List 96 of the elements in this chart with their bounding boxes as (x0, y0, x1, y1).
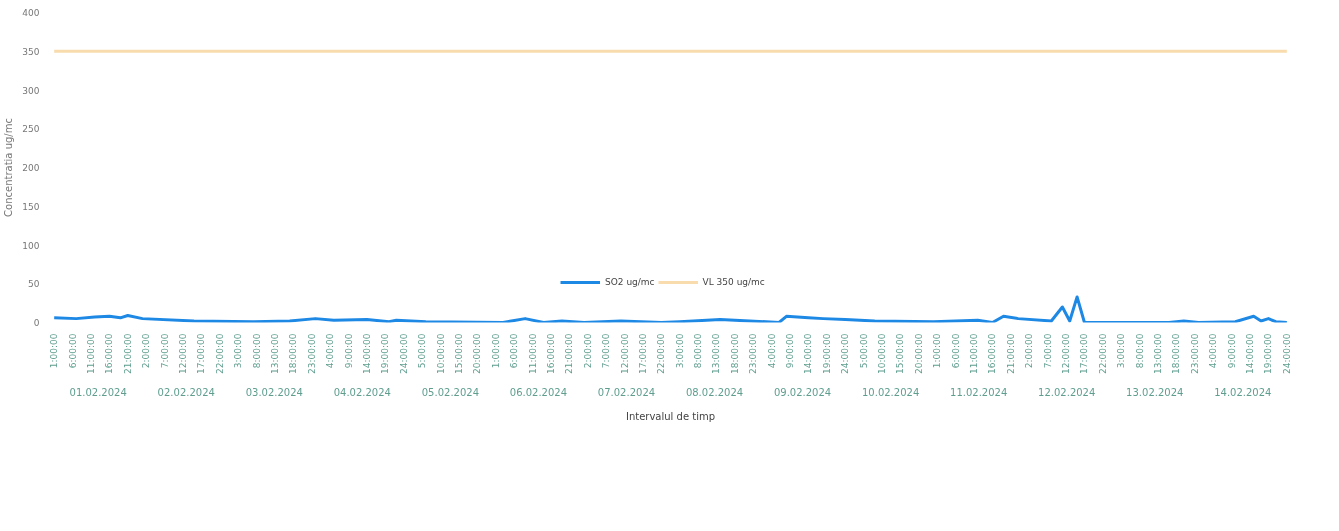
x-tick-label: 18:00:00 (288, 333, 299, 374)
x-tick-label: 4:00:00 (325, 333, 336, 369)
x-tick-label: 9:00:00 (785, 333, 796, 369)
x-tick-label: 2:00:00 (141, 333, 152, 369)
x-tick-label: 2:00:00 (1024, 333, 1035, 369)
text: 06.02.2024 (509, 386, 568, 398)
x-tick-label: 22:00:00 (656, 333, 667, 374)
x-tick-label: 19:00:00 (821, 333, 832, 374)
x-tick-label: 21:00:00 (1005, 333, 1016, 374)
x-tick-label: 12:00:00 (177, 333, 188, 374)
x-tick-label: 8:00:00 (251, 333, 262, 369)
x-tick-label: 17:00:00 (637, 333, 648, 374)
legend-label: VL 350 ug/mc (702, 277, 765, 287)
x-tick-label: 23:00:00 (306, 333, 317, 374)
x-tick-label: 15:00:00 (453, 333, 464, 374)
x-tick-label: 10:00:00 (435, 333, 446, 374)
y-tick-label: 350 (22, 46, 40, 57)
y-axis-title: Concentratia ug/mc (3, 118, 15, 217)
x-tick-label: 3:00:00 (1116, 333, 1127, 369)
x-tick-label: 18:00:00 (729, 333, 740, 374)
x-tick-label: 12:00:00 (619, 333, 630, 374)
text: 11.02.2024 (950, 386, 1008, 398)
x-tick-label: 12:00:00 (1061, 333, 1072, 374)
x-tick-label: 11:00:00 (85, 333, 96, 374)
x-tick-label: 11:00:00 (527, 333, 538, 374)
text: 02.02.2024 (157, 386, 215, 398)
x-tick-label: 6:00:00 (509, 333, 520, 369)
x-tick-label: 20:00:00 (913, 333, 924, 374)
text: 13.02.2024 (1126, 386, 1184, 398)
x-tick-label: 1:00:00 (490, 333, 501, 369)
text: 01.02.2024 (69, 386, 127, 398)
x-tick-label: 21:00:00 (564, 333, 575, 374)
x-tick-label: 7:00:00 (601, 333, 612, 369)
x-tick-label: 13:00:00 (269, 333, 280, 374)
x-tick-label: 9:00:00 (343, 333, 354, 369)
x-tick-label: 4:00:00 (1208, 333, 1219, 369)
x-tick-label: 7:00:00 (1042, 333, 1053, 369)
y-tick-label: 300 (22, 85, 40, 96)
x-tick-label: 23:00:00 (1189, 333, 1200, 374)
x-tick-label: 24:00:00 (840, 333, 851, 374)
text: 12.02.2024 (1038, 386, 1096, 398)
x-tick-label: 7:00:00 (159, 333, 170, 369)
x-tick-label: 15:00:00 (895, 333, 906, 374)
x-tick-label: 11:00:00 (969, 333, 980, 374)
x-tick-label: 18:00:00 (1171, 333, 1182, 374)
y-tick-label: 100 (22, 240, 40, 251)
x-tick-label: 22:00:00 (1097, 333, 1108, 374)
x-tick-label: 24:00:00 (398, 333, 409, 374)
x-tick-label: 23:00:00 (748, 333, 759, 374)
text: 08.02.2024 (685, 386, 744, 398)
x-tick-label: 1:00:00 (49, 333, 60, 369)
x-tick-label: 17:00:00 (196, 333, 207, 374)
x-tick-label: 21:00:00 (122, 333, 133, 374)
x-tick-label: 2:00:00 (582, 333, 593, 369)
text: 10.02.2024 (861, 386, 920, 398)
x-tick-label: 5:00:00 (417, 333, 428, 369)
x-tick-label: 6:00:00 (950, 333, 961, 369)
text: 07.02.2024 (597, 386, 656, 398)
y-tick-label: 400 (22, 8, 40, 18)
x-tick-label: 10:00:00 (877, 333, 888, 374)
y-tick-label: 50 (28, 279, 40, 290)
legend-label: SO2 ug/mc (605, 277, 655, 287)
text: 14.02.2024 (1214, 386, 1272, 398)
x-axis-title: Intervalul de timp (625, 410, 716, 422)
text: 05.02.2024 (421, 386, 480, 398)
text: 04.02.2024 (333, 386, 391, 398)
x-tick-label: 13:00:00 (711, 333, 722, 374)
x-tick-label: 5:00:00 (858, 333, 869, 369)
line-series (52, 295, 1289, 323)
x-tick-label: 19:00:00 (380, 333, 391, 374)
x-tick-label: 1:00:00 (932, 333, 943, 369)
x-tick-label: 3:00:00 (674, 333, 685, 369)
text: 09.02.2024 (773, 386, 832, 398)
x-tick-label: 19:00:00 (1263, 333, 1274, 374)
x-tick-label: 20:00:00 (472, 333, 483, 374)
x-tick-label: 14:00:00 (1245, 333, 1256, 374)
x-tick-label: 9:00:00 (1226, 333, 1237, 369)
text: 03.02.2024 (245, 386, 303, 398)
x-tick-label: 16:00:00 (104, 333, 115, 374)
x-tick-label: 24:00:00 (1281, 333, 1292, 374)
x-tick-label: 8:00:00 (693, 333, 704, 369)
x-tick-label: 6:00:00 (67, 333, 78, 369)
x-tick-label: 3:00:00 (233, 333, 244, 369)
x-tick-label: 13:00:00 (1153, 333, 1164, 374)
y-tick-label: 0 (33, 318, 40, 328)
x-tick-label: 17:00:00 (1079, 333, 1090, 374)
y-tick-label: 250 (22, 124, 40, 135)
x-tick-label: 22:00:00 (214, 333, 225, 374)
x-tick-label: 14:00:00 (361, 333, 372, 374)
x-tick-label: 16:00:00 (545, 333, 556, 374)
x-tick-label: 4:00:00 (766, 333, 777, 369)
x-tick-label: 16:00:00 (987, 333, 998, 374)
x-tick-label: 8:00:00 (1134, 333, 1145, 369)
y-tick-label: 200 (22, 163, 40, 173)
x-tick-label: 14:00:00 (803, 333, 814, 374)
y-tick-label: 150 (22, 201, 40, 212)
